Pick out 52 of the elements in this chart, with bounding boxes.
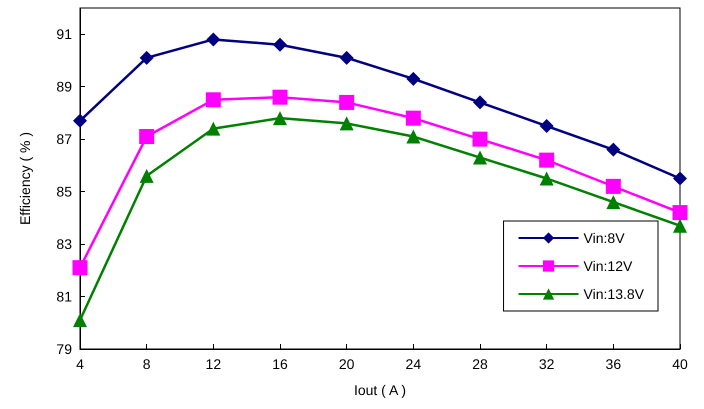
point [606,195,620,210]
y-tick-label: 79 [56,341,72,357]
point [673,218,687,233]
point [406,130,420,144]
x-axis-title: Iout ( A ) [354,382,406,398]
y-tick-label: 89 [56,78,72,95]
x-tick-label: 8 [142,356,151,372]
x-tick-label: 20 [338,356,355,372]
x-tick-label: 40 [672,356,688,372]
point [206,32,220,46]
legend-label: Vin:13.8V [584,286,645,302]
point [540,119,554,134]
y-tick-label: 87 [56,131,72,148]
point [273,38,287,52]
point [406,72,420,86]
y-tick-label: 83 [56,236,72,252]
legend-label: Vin:8V [584,230,626,246]
point [140,168,154,183]
point [73,313,87,328]
point [206,92,221,108]
y-tick-label: 81 [56,288,72,305]
point [473,95,487,110]
x-tick-label: 24 [406,356,422,372]
legend-label: Vin:12V [584,258,633,274]
point [673,172,687,186]
x-tick-label: 16 [272,356,288,372]
point [540,172,554,186]
y-tick-label: 91 [56,26,72,42]
x-tick-label: 32 [538,356,555,372]
point [340,116,354,130]
y-axis-title: Efficiency ( % ) [17,132,33,226]
point [73,114,87,128]
x-tick-label: 4 [76,356,84,372]
x-tick-label: 36 [606,356,622,372]
point [273,111,287,126]
x-tick-label: 12 [206,356,222,372]
x-tick-label: 28 [472,356,488,372]
point [672,205,688,220]
point [140,50,154,65]
y-tick-label: 85 [56,184,72,200]
point [406,110,421,126]
point [72,260,88,276]
point [339,94,354,110]
point [606,178,621,194]
point [139,129,154,144]
point [272,90,288,105]
point [539,152,554,168]
point [206,122,220,136]
point [340,50,354,65]
point [472,132,488,147]
point [606,142,620,157]
point [473,150,487,165]
